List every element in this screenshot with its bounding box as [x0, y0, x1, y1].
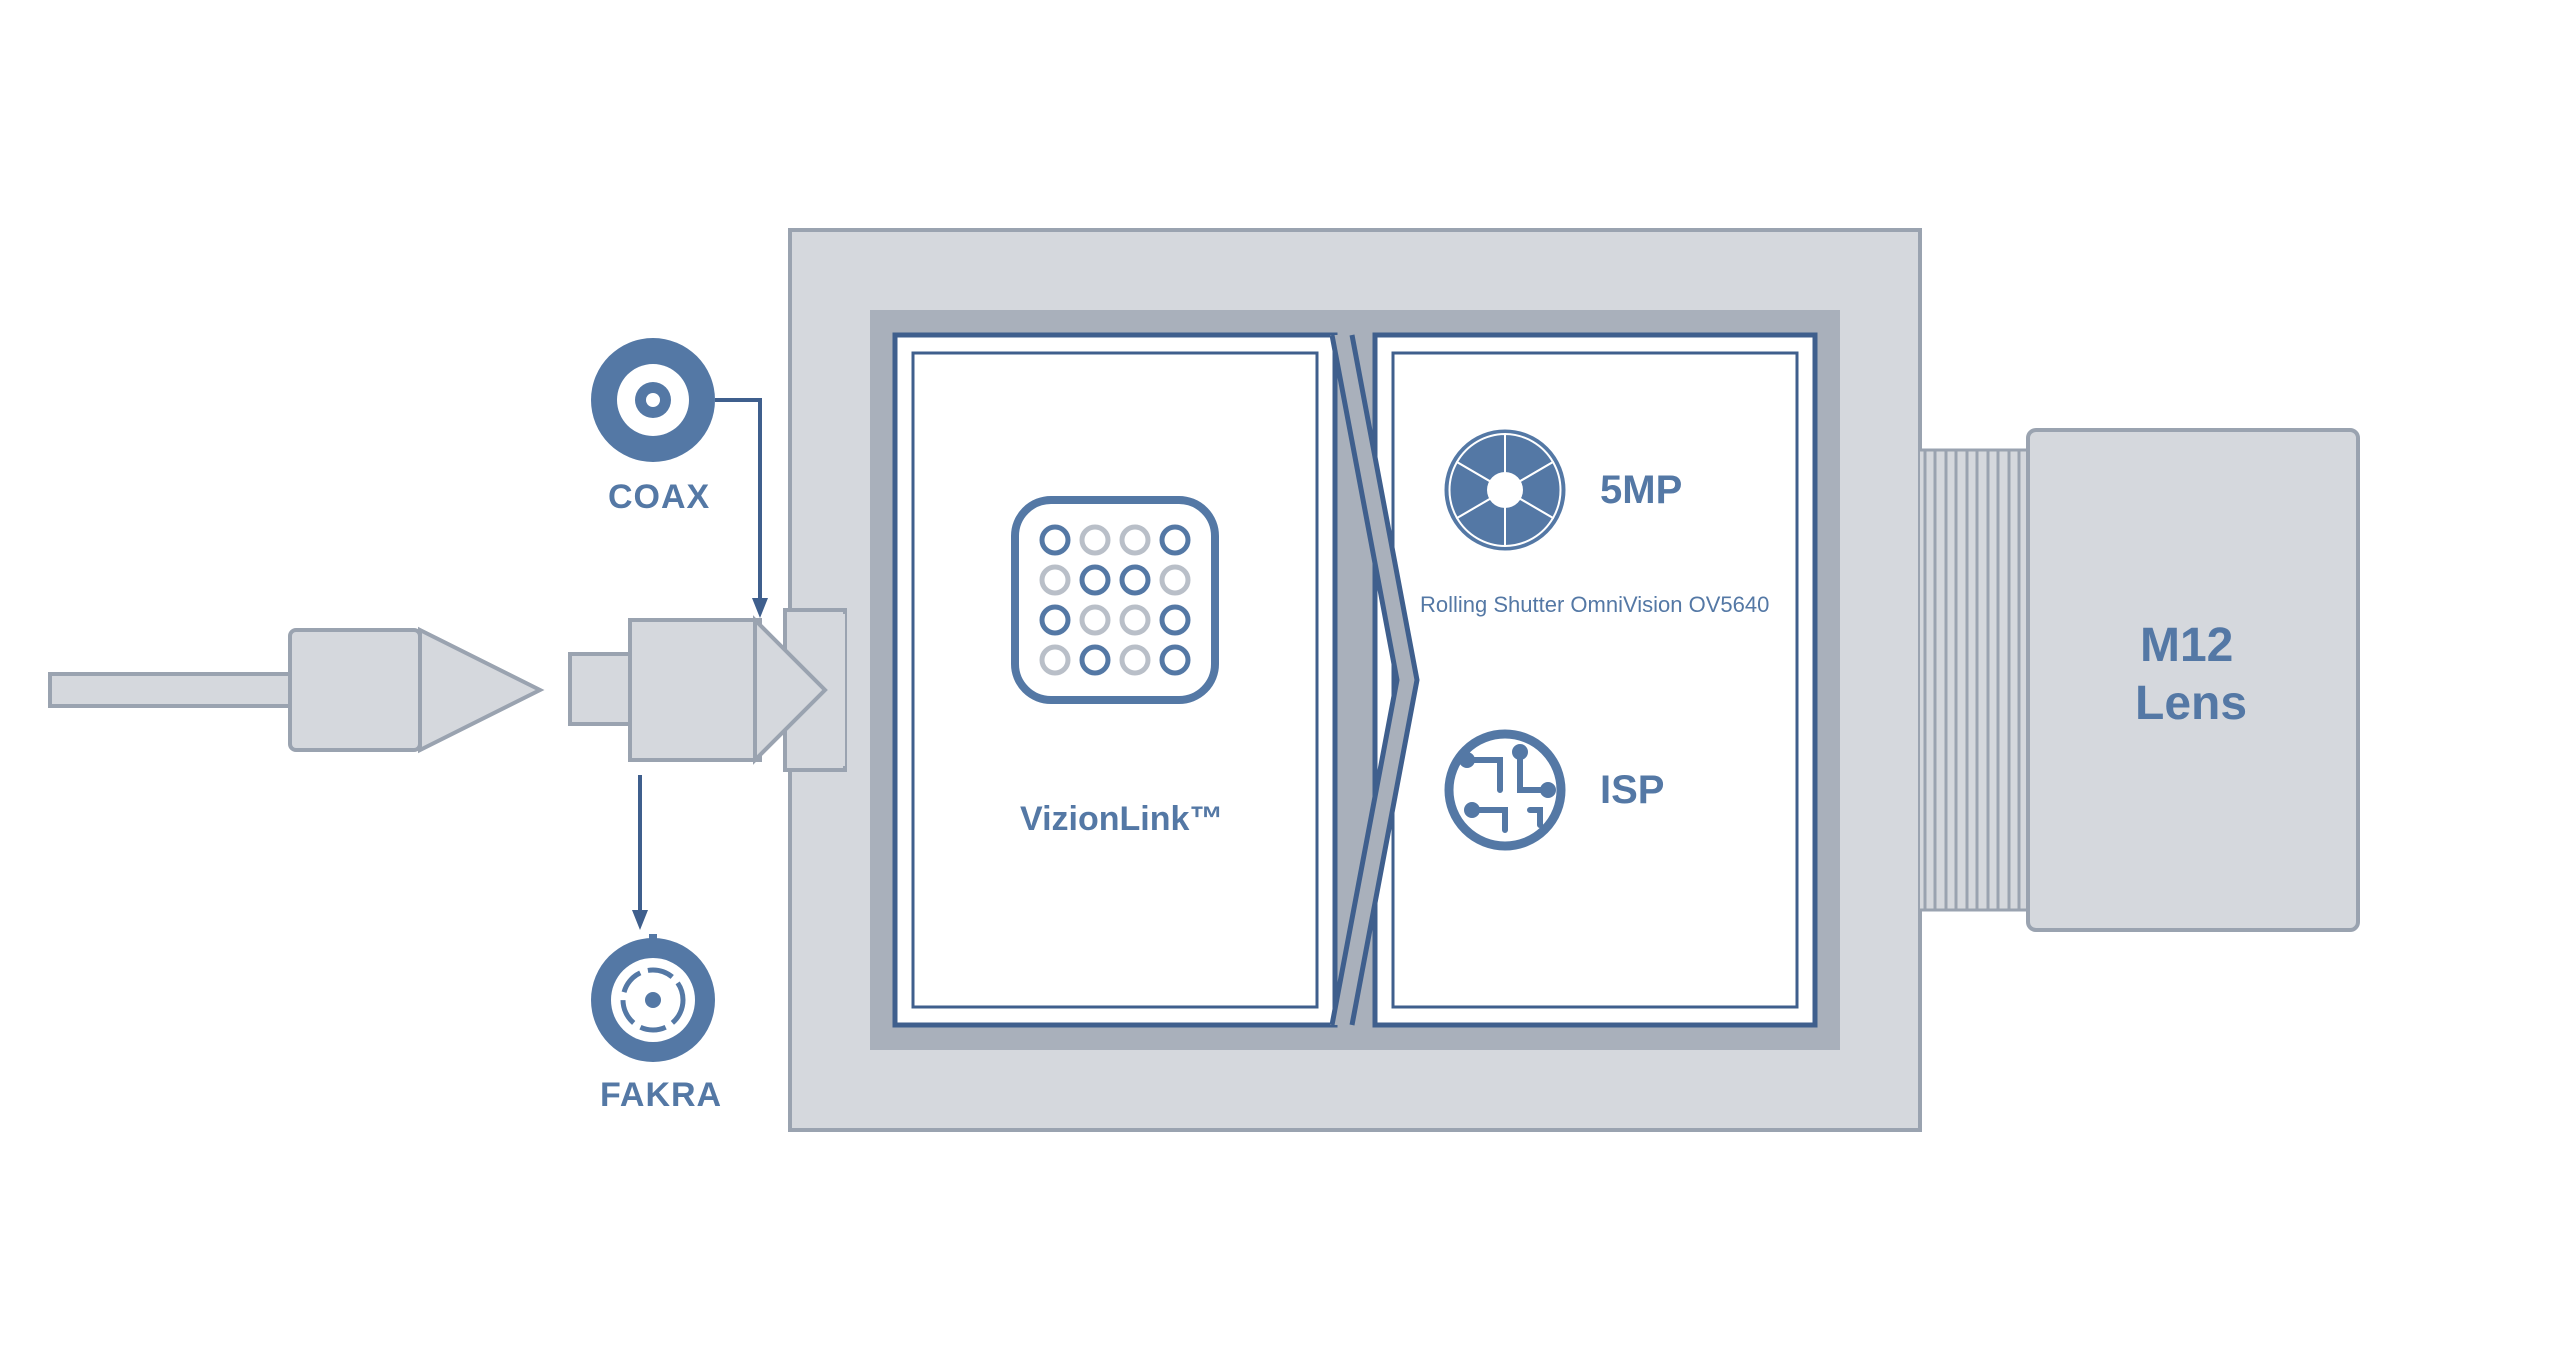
panel-sensor-inner — [1393, 353, 1797, 1007]
lens-threads — [1920, 450, 2028, 910]
cable-plug — [50, 620, 825, 760]
sensor-mp-label: 5MP — [1600, 468, 1682, 513]
arrow-coax-to-socket — [715, 400, 768, 618]
coax-label: COAX — [608, 478, 710, 517]
arrow-socket-to-fakra — [632, 775, 648, 930]
sensor-desc-label: Rolling Shutter OmniVision OV5640 — [1420, 592, 1769, 618]
coax-connector-icon — [591, 338, 715, 462]
panel-vizionlink-inner — [913, 353, 1317, 1007]
fakra-label: FAKRA — [600, 1076, 722, 1115]
lens-label-line2: Lens — [2135, 676, 2247, 731]
vizionlink-label: VizionLink™ — [1020, 800, 1223, 839]
fakra-connector-icon — [591, 934, 715, 1062]
lens-label-line1: M12 — [2140, 618, 2233, 673]
isp-label: ISP — [1600, 768, 1664, 813]
aperture-icon — [1449, 434, 1561, 546]
